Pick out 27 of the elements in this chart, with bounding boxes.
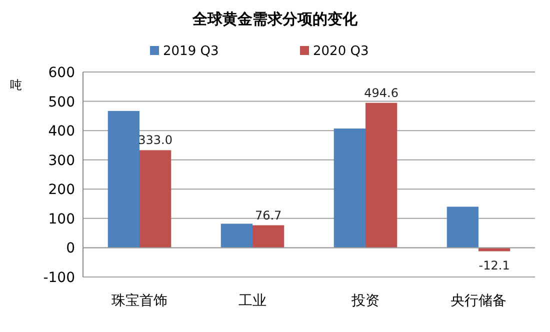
y-axis-title: 吨 [10,78,22,92]
x-tick-label: 央行储备 [450,293,506,309]
y-tick-label: 500 [48,94,75,110]
y-tick-label: -100 [43,270,75,286]
legend-label: 2019 Q3 [163,44,219,59]
y-tick-label: 300 [48,152,75,169]
y-tick-label: 400 [48,124,75,140]
y-tick-label: 100 [48,211,75,228]
x-tick-label: 珠宝首饰 [112,293,168,309]
y-tick-label: 0 [66,240,75,257]
y-tick-label: 600 [48,65,75,81]
x-tick-label: 工业 [238,293,266,309]
bar [478,248,510,252]
data-label: 76.7 [254,208,282,222]
bar [446,206,478,248]
y-tick-label: 200 [48,182,75,198]
legend-label: 2020 Q3 [313,44,369,59]
chart-title: 全球黄金需求分项的变化 [192,10,358,28]
x-tick-label: 投资 [350,293,380,309]
bar [220,224,252,248]
bar [366,102,398,248]
bar [334,128,366,248]
data-label: 494.6 [364,86,398,100]
bar [252,225,284,248]
bar [108,110,140,248]
bar [140,150,172,248]
data-label: -12.1 [478,258,510,272]
